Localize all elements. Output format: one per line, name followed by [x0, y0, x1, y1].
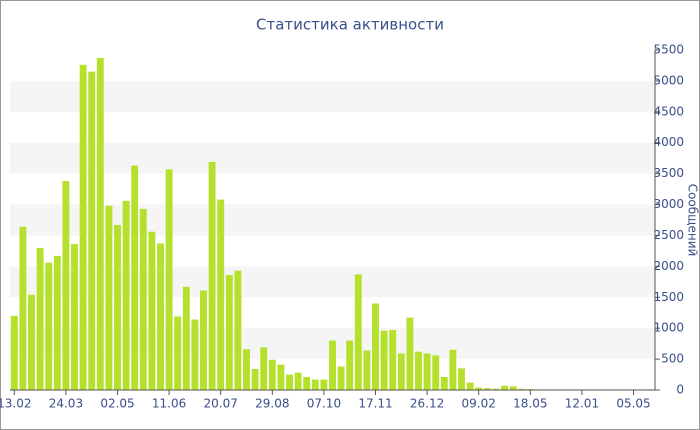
- bar: [148, 231, 156, 390]
- bar: [165, 169, 173, 390]
- y-tick-label: 5000: [653, 73, 684, 87]
- bar: [518, 388, 526, 390]
- bar: [243, 349, 250, 390]
- bar: [71, 244, 78, 390]
- bar: [337, 366, 345, 390]
- bar: [139, 208, 147, 390]
- bar: [96, 58, 104, 390]
- bar: [466, 382, 474, 390]
- bar: [200, 290, 207, 390]
- x-tick-label: 24.03: [49, 397, 83, 411]
- bar: [311, 379, 319, 390]
- y-tick-label: 2500: [653, 228, 684, 242]
- bar: [234, 270, 242, 390]
- x-tick-label: 13.02: [0, 397, 31, 411]
- bar: [225, 275, 233, 390]
- bar: [277, 364, 285, 390]
- bar: [36, 247, 44, 390]
- bar: [354, 274, 362, 390]
- bar: [363, 350, 371, 390]
- bar: [449, 349, 457, 390]
- bar: [346, 340, 354, 390]
- x-tick-label: 11.06: [152, 397, 186, 411]
- bar: [509, 386, 517, 390]
- bar: [501, 385, 508, 390]
- bar: [208, 161, 216, 390]
- bar: [88, 71, 96, 391]
- x-tick-label: 20.07: [204, 397, 238, 411]
- bar: [475, 387, 483, 390]
- bar: [131, 165, 139, 390]
- bar: [372, 303, 379, 390]
- grid-band: [10, 142, 655, 174]
- y-tick-label: 2000: [653, 259, 684, 273]
- y-axis-label: Сообщений: [686, 184, 700, 257]
- bar: [303, 377, 311, 390]
- bar: [45, 262, 53, 390]
- y-tick-label: 4500: [653, 104, 684, 118]
- x-tick-label: 09.02: [462, 397, 496, 411]
- bar: [458, 368, 465, 390]
- bar: [122, 200, 130, 390]
- x-tick-label: 29.08: [255, 397, 289, 411]
- bar: [217, 199, 225, 390]
- x-tick-label: 18.05: [513, 397, 547, 411]
- bar: [79, 64, 87, 390]
- bar: [157, 243, 164, 390]
- bar: [191, 319, 199, 390]
- bar: [182, 286, 190, 390]
- x-tick-label: 17.11: [358, 397, 392, 411]
- chart-title: Статистика активности: [256, 16, 444, 34]
- bar: [389, 330, 397, 390]
- bar: [380, 330, 388, 390]
- y-tick-label: 5500: [653, 43, 684, 57]
- y-tick-label: 1500: [653, 290, 684, 304]
- bar: [320, 379, 328, 390]
- bar: [432, 355, 440, 390]
- bar: [286, 374, 293, 390]
- y-tick-label: 3000: [653, 197, 684, 211]
- bar: [19, 226, 27, 390]
- bar: [397, 353, 405, 390]
- bar: [415, 351, 422, 390]
- bar: [105, 205, 113, 390]
- bar: [406, 317, 414, 390]
- bar: [492, 388, 500, 390]
- bar: [440, 377, 448, 390]
- bar: [294, 372, 302, 390]
- x-tick-label: 05.05: [616, 397, 650, 411]
- y-tick-label: 500: [661, 352, 684, 366]
- bar: [268, 359, 276, 390]
- bar: [251, 368, 259, 390]
- y-tick-label: 4000: [653, 135, 684, 149]
- x-tick-label: 12.01: [565, 397, 599, 411]
- y-tick-label: 0: [676, 383, 684, 397]
- bar: [53, 255, 61, 390]
- bar: [114, 224, 121, 390]
- bar: [10, 315, 18, 390]
- bar: [329, 340, 336, 390]
- y-tick-label: 3500: [653, 166, 684, 180]
- bar: [174, 316, 182, 390]
- bar: [62, 181, 70, 390]
- grid-band: [10, 80, 655, 112]
- bar: [260, 347, 268, 390]
- x-tick-label: 02.05: [100, 397, 134, 411]
- bar: [28, 294, 35, 390]
- x-tick-label: 07.10: [307, 397, 341, 411]
- bar: [423, 353, 431, 390]
- bar: [483, 388, 491, 390]
- x-tick-label: 26.12: [410, 397, 444, 411]
- y-tick-label: 1000: [653, 321, 684, 335]
